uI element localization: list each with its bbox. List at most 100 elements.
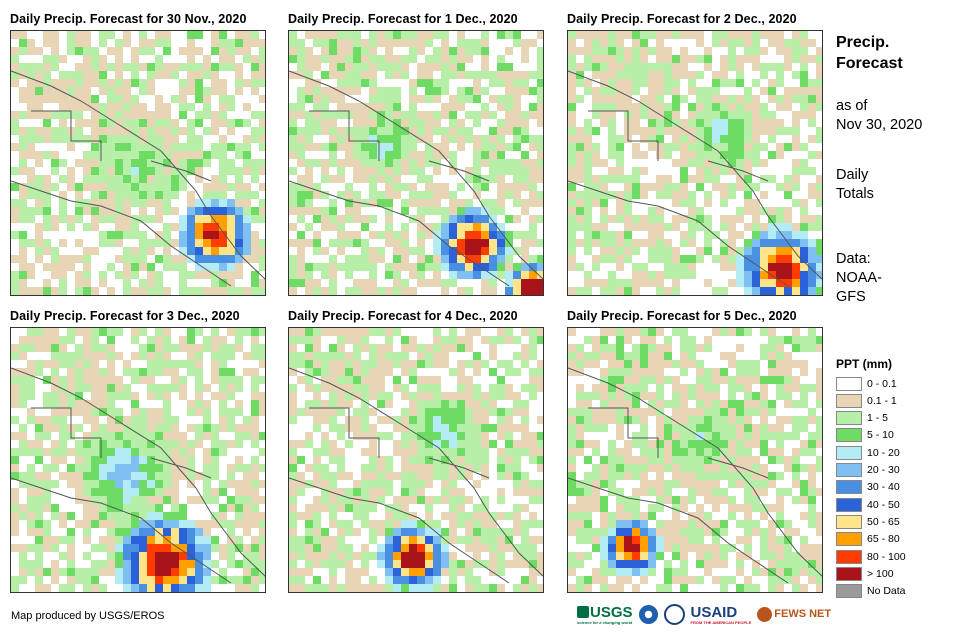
- precip-cell: [473, 456, 481, 464]
- precip-cell: [43, 384, 51, 392]
- precip-cell: [147, 328, 155, 336]
- precip-cell: [353, 127, 361, 135]
- precip-cell: [11, 448, 19, 456]
- precip-cell: [259, 167, 265, 175]
- precip-cell: [361, 448, 369, 456]
- precip-cell: [243, 255, 251, 263]
- precip-cell: [768, 111, 776, 119]
- precip-cell: [67, 39, 75, 47]
- precip-cell: [800, 167, 808, 175]
- precip-cell: [321, 215, 329, 223]
- precip-cell: [537, 472, 543, 480]
- precip-cell: [321, 424, 329, 432]
- precip-cell: [465, 47, 473, 55]
- precip-cell: [289, 464, 297, 472]
- precip-cell: [27, 55, 35, 63]
- precip-cell: [449, 87, 457, 95]
- precip-cell: [35, 207, 43, 215]
- precip-cell: [409, 416, 417, 424]
- precip-cell: [289, 336, 297, 344]
- precip-cell: [243, 119, 251, 127]
- precip-cell: [393, 39, 401, 47]
- precip-cell: [147, 279, 155, 287]
- precip-cell: [712, 183, 720, 191]
- precip-cell: [568, 271, 576, 279]
- precip-cell: [776, 87, 784, 95]
- precip-cell: [171, 512, 179, 520]
- precip-cell: [736, 103, 744, 111]
- precip-cell: [123, 31, 131, 39]
- precip-cell: [417, 392, 425, 400]
- precip-cell: [147, 159, 155, 167]
- precip-cell: [131, 79, 139, 87]
- precip-cell: [171, 143, 179, 151]
- precip-cell: [147, 504, 155, 512]
- precip-cell: [656, 143, 664, 151]
- precip-cell: [505, 464, 513, 472]
- precip-cell: [608, 31, 616, 39]
- precip-cell: [235, 568, 243, 576]
- precip-cell: [353, 199, 361, 207]
- precip-cell: [481, 336, 489, 344]
- precip-cell: [457, 103, 465, 111]
- precip-cell: [251, 568, 259, 576]
- precip-cell: [409, 432, 417, 440]
- precip-cell: [67, 215, 75, 223]
- precip-cell: [297, 175, 305, 183]
- precip-cell: [67, 287, 75, 295]
- precip-cell: [656, 175, 664, 183]
- precip-cell: [808, 47, 816, 55]
- precip-cell: [385, 199, 393, 207]
- precip-cell: [632, 87, 640, 95]
- precip-cell: [187, 408, 195, 416]
- precip-cell: [75, 103, 83, 111]
- precip-cell: [720, 279, 728, 287]
- precip-cell: [195, 480, 203, 488]
- precip-cell: [521, 167, 529, 175]
- precip-cell: [19, 263, 27, 271]
- precip-cell: [171, 536, 179, 544]
- precip-cell: [75, 344, 83, 352]
- precip-cell: [147, 392, 155, 400]
- precip-cell: [27, 79, 35, 87]
- precip-cell: [640, 87, 648, 95]
- precip-cell: [147, 63, 155, 71]
- precip-cell: [680, 295, 688, 296]
- precip-cell: [433, 295, 441, 296]
- precip-cell: [203, 135, 211, 143]
- precip-cell: [704, 215, 712, 223]
- precip-cell: [664, 111, 672, 119]
- precip-cell: [35, 127, 43, 135]
- precip-cell: [704, 95, 712, 103]
- precip-cell: [521, 199, 529, 207]
- precip-cell: [297, 472, 305, 480]
- precip-cell: [329, 231, 337, 239]
- precip-cell: [219, 352, 227, 360]
- precip-cell: [99, 416, 107, 424]
- precip-cell: [401, 199, 409, 207]
- precip-cell: [305, 79, 313, 87]
- precip-cell: [179, 416, 187, 424]
- precip-cell: [123, 191, 131, 199]
- precip-cell: [227, 207, 235, 215]
- precip-cell: [752, 39, 760, 47]
- precip-cell: [497, 255, 505, 263]
- precip-cell: [235, 528, 243, 536]
- precip-cell: [19, 255, 27, 263]
- precip-cell: [576, 135, 584, 143]
- precip-cell: [648, 71, 656, 79]
- precip-cell: [27, 400, 35, 408]
- precip-cell: [457, 223, 465, 231]
- precip-cell: [91, 576, 99, 584]
- precip-cell: [203, 167, 211, 175]
- precip-cell: [219, 271, 227, 279]
- precip-cell: [305, 103, 313, 111]
- precip-cell: [123, 287, 131, 295]
- precip-cell: [187, 127, 195, 135]
- precip-cell: [465, 143, 473, 151]
- precip-cell: [99, 191, 107, 199]
- precip-cell: [305, 239, 313, 247]
- precip-cell: [640, 263, 648, 271]
- precip-cell: [361, 87, 369, 95]
- precip-cell: [744, 111, 752, 119]
